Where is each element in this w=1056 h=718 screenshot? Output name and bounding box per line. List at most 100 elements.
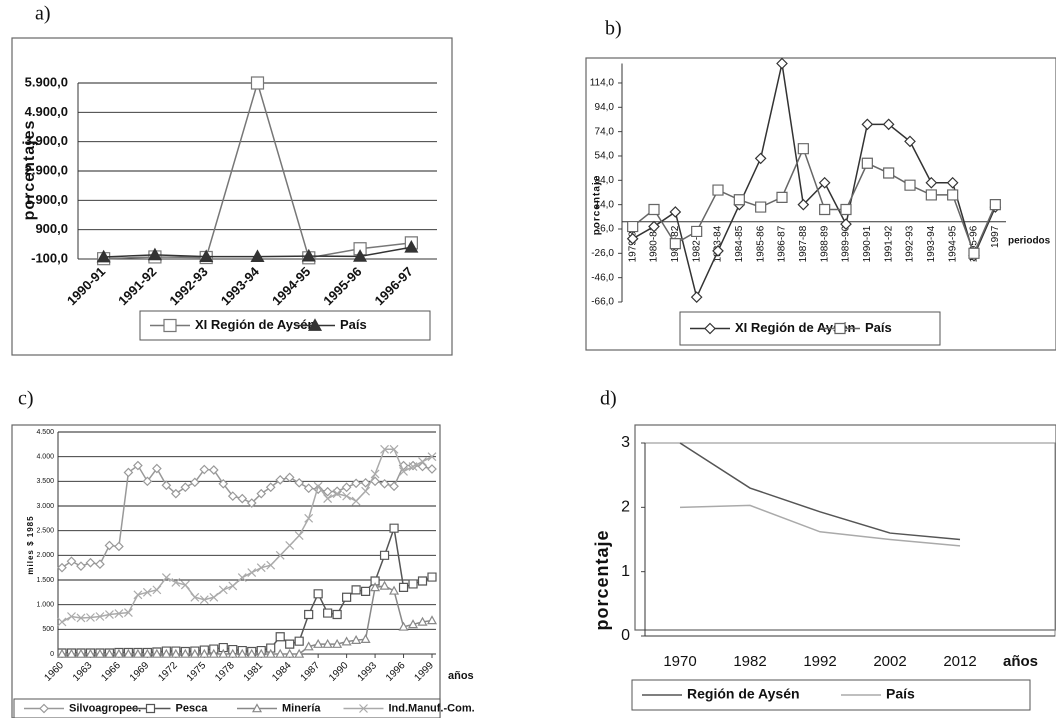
marker: [322, 638, 333, 648]
legend-label: País: [865, 320, 892, 335]
y-tick-label: 2: [621, 499, 630, 516]
y-tick-label: -100,0: [31, 250, 68, 265]
y-tick-label: 0: [621, 627, 630, 644]
y-tick-label: 4.900,0: [25, 104, 68, 119]
y-tick-label: 54,0: [595, 151, 615, 162]
marker: [861, 118, 874, 131]
panel-frame: [11, 424, 441, 718]
x-tick-label: 2012: [943, 653, 976, 670]
marker: [797, 143, 809, 155]
series-line: [679, 442, 961, 541]
marker: [237, 573, 247, 582]
y-tick-label: -26,0: [591, 248, 614, 259]
marker: [627, 220, 639, 233]
marker: [218, 478, 229, 489]
marker: [265, 648, 276, 658]
marker: [250, 76, 265, 90]
marker: [294, 636, 304, 646]
x-tick-label: 1987-88: [798, 225, 809, 262]
marker: [123, 467, 134, 478]
x-tick-label: 1982: [733, 653, 766, 670]
marker: [648, 220, 660, 233]
y-axis-label: porcentaje: [592, 529, 612, 630]
marker: [351, 478, 361, 489]
marker: [285, 541, 295, 550]
legend-label: Región de Aysén: [687, 686, 800, 702]
x-tick-label: 1993-94: [926, 225, 937, 262]
y-tick-label: 900,0: [35, 221, 68, 236]
marker: [95, 559, 105, 570]
marker: [370, 469, 380, 479]
y-tick-label: 3: [621, 434, 630, 451]
x-tick-label: 1981: [242, 660, 266, 684]
legend-label: Ind.Manuf.-Com.: [389, 702, 475, 714]
marker: [947, 189, 959, 201]
marker: [256, 648, 267, 658]
y-axis-label: porcentaje: [592, 175, 603, 236]
y-tick-label: 14,0: [595, 199, 615, 210]
marker: [883, 167, 895, 179]
marker: [132, 648, 143, 658]
marker: [189, 477, 200, 488]
marker: [359, 704, 368, 713]
marker: [882, 118, 895, 131]
x-tick-label: 1985-86: [755, 225, 766, 262]
marker: [294, 531, 304, 541]
marker: [57, 562, 67, 573]
y-tick-label: 0: [50, 651, 54, 658]
marker: [152, 585, 162, 595]
marker: [776, 191, 788, 203]
marker: [284, 472, 295, 483]
marker: [256, 563, 266, 573]
marker: [389, 481, 399, 492]
marker: [904, 135, 916, 148]
marker: [946, 176, 959, 189]
marker: [95, 612, 105, 621]
y-tick-label: 4.000: [36, 454, 54, 461]
marker: [360, 477, 371, 488]
x-tick-label: 1963: [71, 660, 95, 684]
marker: [142, 587, 152, 597]
y-axis-label: porcentajes: [21, 120, 38, 221]
x-tick-label: 1990-91: [862, 225, 873, 262]
x-tick-label: 1992-93: [166, 264, 210, 308]
marker: [85, 648, 96, 658]
marker: [351, 634, 362, 644]
marker: [180, 648, 191, 658]
marker: [626, 232, 639, 245]
marker: [834, 322, 846, 335]
marker: [313, 481, 323, 491]
marker: [342, 491, 352, 501]
marker: [417, 576, 428, 586]
marker: [161, 573, 171, 582]
marker: [294, 477, 305, 488]
marker: [669, 206, 682, 218]
marker: [250, 249, 265, 263]
y-tick-label: 3.000: [36, 503, 54, 510]
marker: [427, 452, 437, 462]
marker: [304, 609, 314, 620]
marker: [408, 462, 418, 471]
marker: [275, 632, 285, 642]
x-tick-label: 1966: [99, 660, 123, 684]
marker: [246, 648, 257, 658]
x-tick-label: 1990-91: [64, 264, 108, 308]
marker: [968, 247, 980, 259]
x-axis-label: años: [1003, 653, 1038, 670]
panel-label: c): [18, 388, 34, 410]
marker: [208, 648, 219, 658]
x-tick-label: 1995-96: [969, 225, 980, 262]
x-tick-label: 1992: [803, 653, 836, 670]
x-tick-label: 1997: [990, 225, 1001, 248]
marker: [427, 464, 437, 474]
marker: [123, 608, 133, 617]
marker: [313, 484, 324, 495]
marker: [151, 648, 162, 658]
marker: [86, 613, 95, 622]
marker: [189, 648, 200, 658]
x-tick-label: 1970: [663, 653, 696, 670]
y-tick-label: 1.000: [36, 602, 54, 609]
marker: [294, 648, 305, 658]
marker: [417, 616, 428, 626]
